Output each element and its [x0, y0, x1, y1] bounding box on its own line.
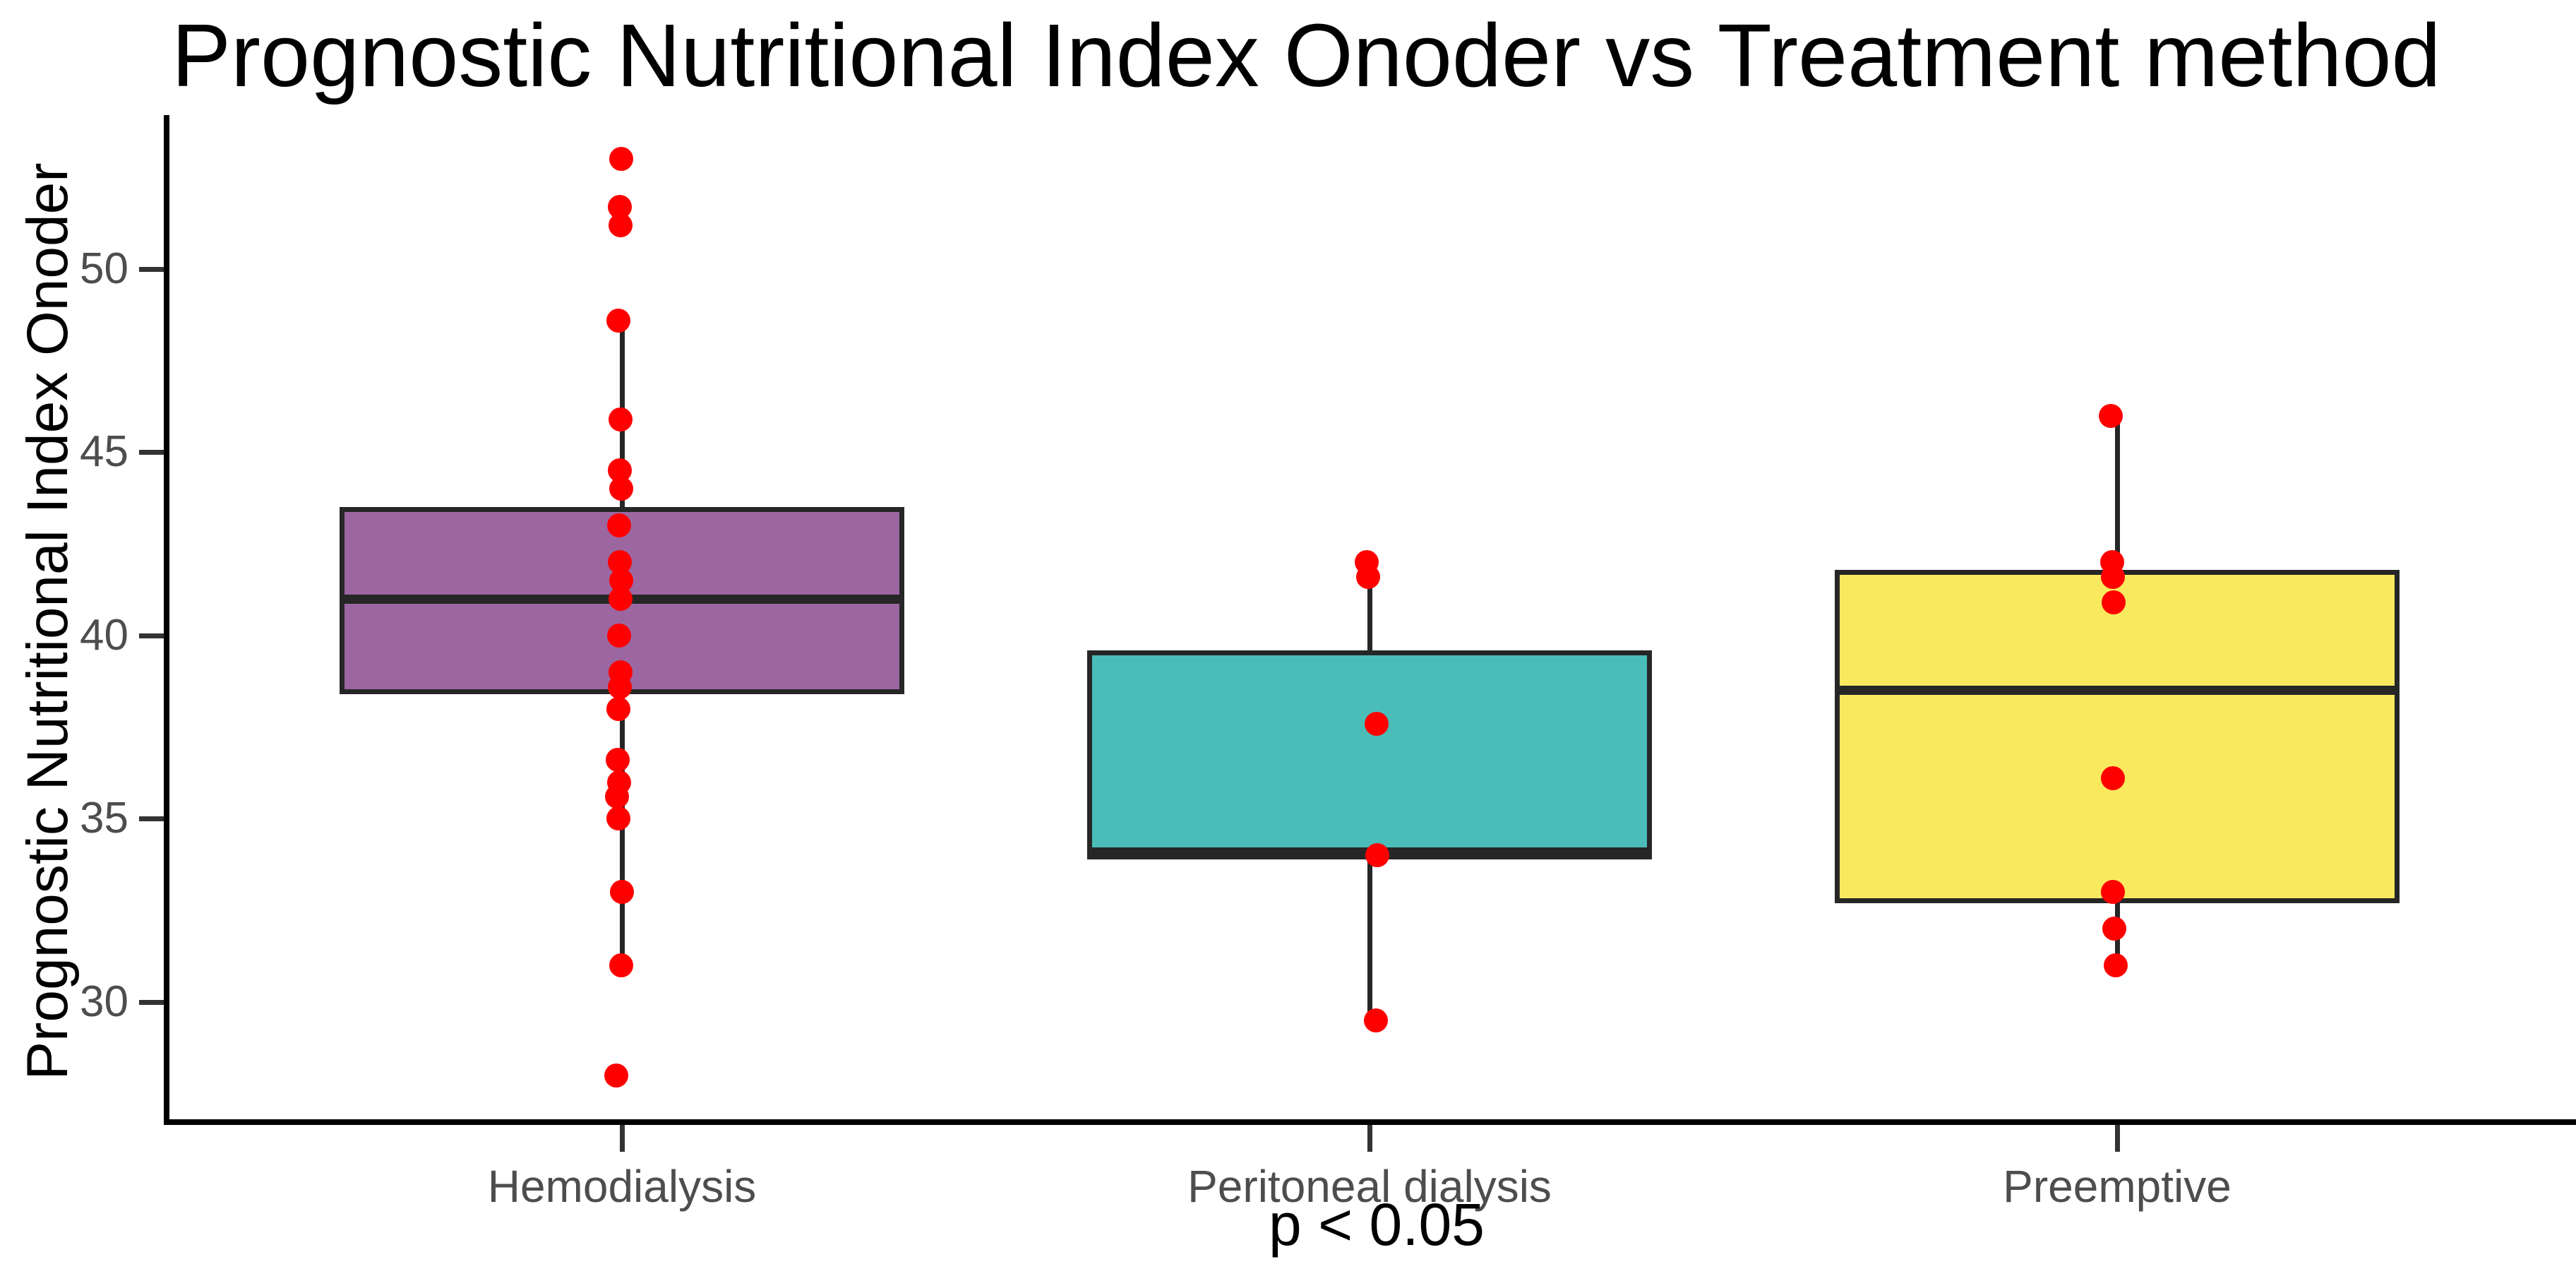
jitter-point — [607, 623, 631, 648]
upper-whisker — [2115, 415, 2120, 570]
jitter-point — [607, 513, 631, 538]
jitter-point — [1365, 843, 1389, 868]
x-axis-line — [164, 1119, 2576, 1125]
jitter-point — [605, 785, 629, 809]
jitter-point — [1365, 711, 1389, 736]
y-tick-mark — [139, 999, 164, 1005]
jitter-point — [606, 696, 630, 721]
y-tick-mark — [139, 633, 164, 638]
jitter-point — [609, 407, 633, 431]
box — [1835, 569, 2400, 903]
jitter-point — [2102, 917, 2126, 941]
x-tick-mark — [1367, 1125, 1372, 1152]
jitter-point — [609, 213, 633, 237]
jitter-point — [609, 477, 633, 501]
jitter-point — [2099, 403, 2123, 428]
x-axis-caption: p < 0.05 — [1269, 1191, 1485, 1258]
jitter-point — [606, 308, 630, 333]
y-tick-label: 30 — [80, 977, 128, 1026]
y-tick-label: 40 — [80, 610, 128, 660]
y-axis-line — [164, 115, 169, 1125]
box — [1087, 650, 1652, 859]
y-tick-label: 45 — [80, 427, 128, 477]
jitter-point — [609, 147, 633, 172]
x-tick-mark — [620, 1125, 625, 1152]
jitter-point — [609, 953, 633, 978]
jitter-point — [2101, 766, 2125, 791]
y-tick-label: 50 — [80, 244, 128, 293]
jitter-point — [608, 674, 632, 699]
jitter-point — [2102, 590, 2126, 615]
x-tick-label: Preemptive — [2003, 1161, 2231, 1212]
y-tick-mark — [139, 816, 164, 822]
jitter-point — [610, 880, 634, 905]
median-line — [1835, 686, 2400, 696]
x-tick-mark — [2115, 1125, 2120, 1152]
upper-whisker — [1367, 566, 1372, 650]
jitter-point — [1356, 564, 1380, 589]
x-tick-label: Hemodialysis — [487, 1161, 757, 1212]
lower-whisker — [1367, 859, 1372, 1020]
jitter-point — [609, 587, 633, 612]
jitter-point — [2104, 953, 2128, 978]
jitter-point — [606, 748, 630, 773]
jitter-point — [2101, 880, 2125, 905]
jitter-point — [606, 806, 630, 831]
jitter-point — [2101, 564, 2125, 589]
y-tick-mark — [139, 450, 164, 455]
jitter-point — [1364, 1008, 1388, 1032]
chart-title: Prognostic Nutritional Index Onoder vs T… — [172, 6, 2441, 105]
jitter-point — [604, 1063, 628, 1088]
y-tick-label: 35 — [80, 794, 128, 843]
x-tick-label: Peritoneal dialysis — [1187, 1161, 1552, 1212]
y-tick-mark — [139, 266, 164, 272]
